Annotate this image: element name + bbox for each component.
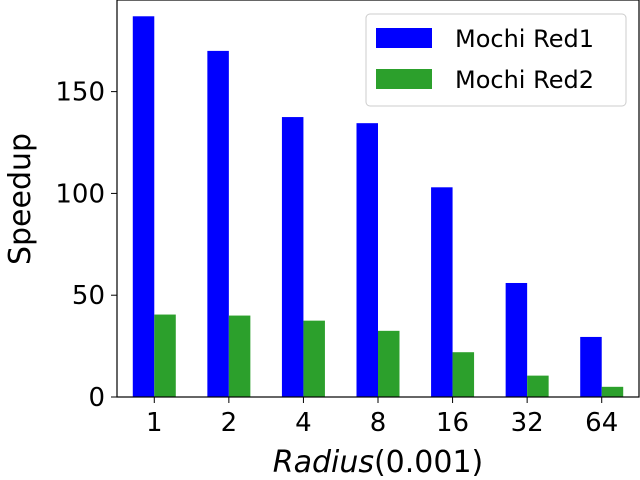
bar-mochi-red2-64 [601,386,624,397]
legend-swatch-mochi-red2 [376,69,432,89]
bar-mochi-red2-8 [378,330,400,397]
bar-mochi-red1-1 [132,16,155,398]
y-axis-label: Speedup [3,133,38,265]
legend-label-mochi-red1: Mochi Red1 [455,25,594,53]
bar-mochi-red2-32 [527,375,549,397]
bar-mochi-red1-64 [580,336,602,397]
x-tick-label-1: 1 [146,408,163,438]
x-axis-label-italic: Radius [273,445,374,480]
plot-frame [116,0,640,398]
x-tick-label-32: 32 [511,408,544,438]
x-tick-label-16: 16 [436,408,469,438]
y-tick-label-100: 100 [55,179,105,209]
x-tick-label-2: 2 [221,408,238,438]
legend-label-mochi-red2: Mochi Red2 [455,66,594,94]
y-tick-label-150: 150 [55,78,105,108]
legend-swatch-mochi-red1 [376,28,432,48]
x-axis-label: Radius(0.001) [273,445,484,480]
x-tick-label-8: 8 [370,408,387,438]
bar-mochi-red2-4 [303,320,325,397]
bars-group [132,16,624,398]
x-ticks: 1 2 4 8 16 32 64 [146,397,618,438]
x-tick-label-64: 64 [585,408,618,438]
y-ticks: 0 50 100 150 [55,78,117,413]
bar-mochi-red2-1 [154,314,176,397]
bar-mochi-red1-16 [431,187,453,397]
y-tick-label-50: 50 [72,281,105,311]
bar-mochi-red1-8 [356,123,378,398]
y-tick-label-0: 0 [88,383,105,413]
bar-mochi-red1-32 [505,282,528,397]
bar-mochi-red2-2 [228,315,251,397]
bar-mochi-red1-4 [281,117,304,398]
bar-mochi-red1-2 [207,50,229,398]
legend: Mochi Red1 Mochi Red2 [365,13,627,107]
x-tick-label-4: 4 [295,408,312,438]
bar-mochi-red2-16 [452,352,475,397]
x-axis-label-suffix: (0.001) [374,445,483,480]
